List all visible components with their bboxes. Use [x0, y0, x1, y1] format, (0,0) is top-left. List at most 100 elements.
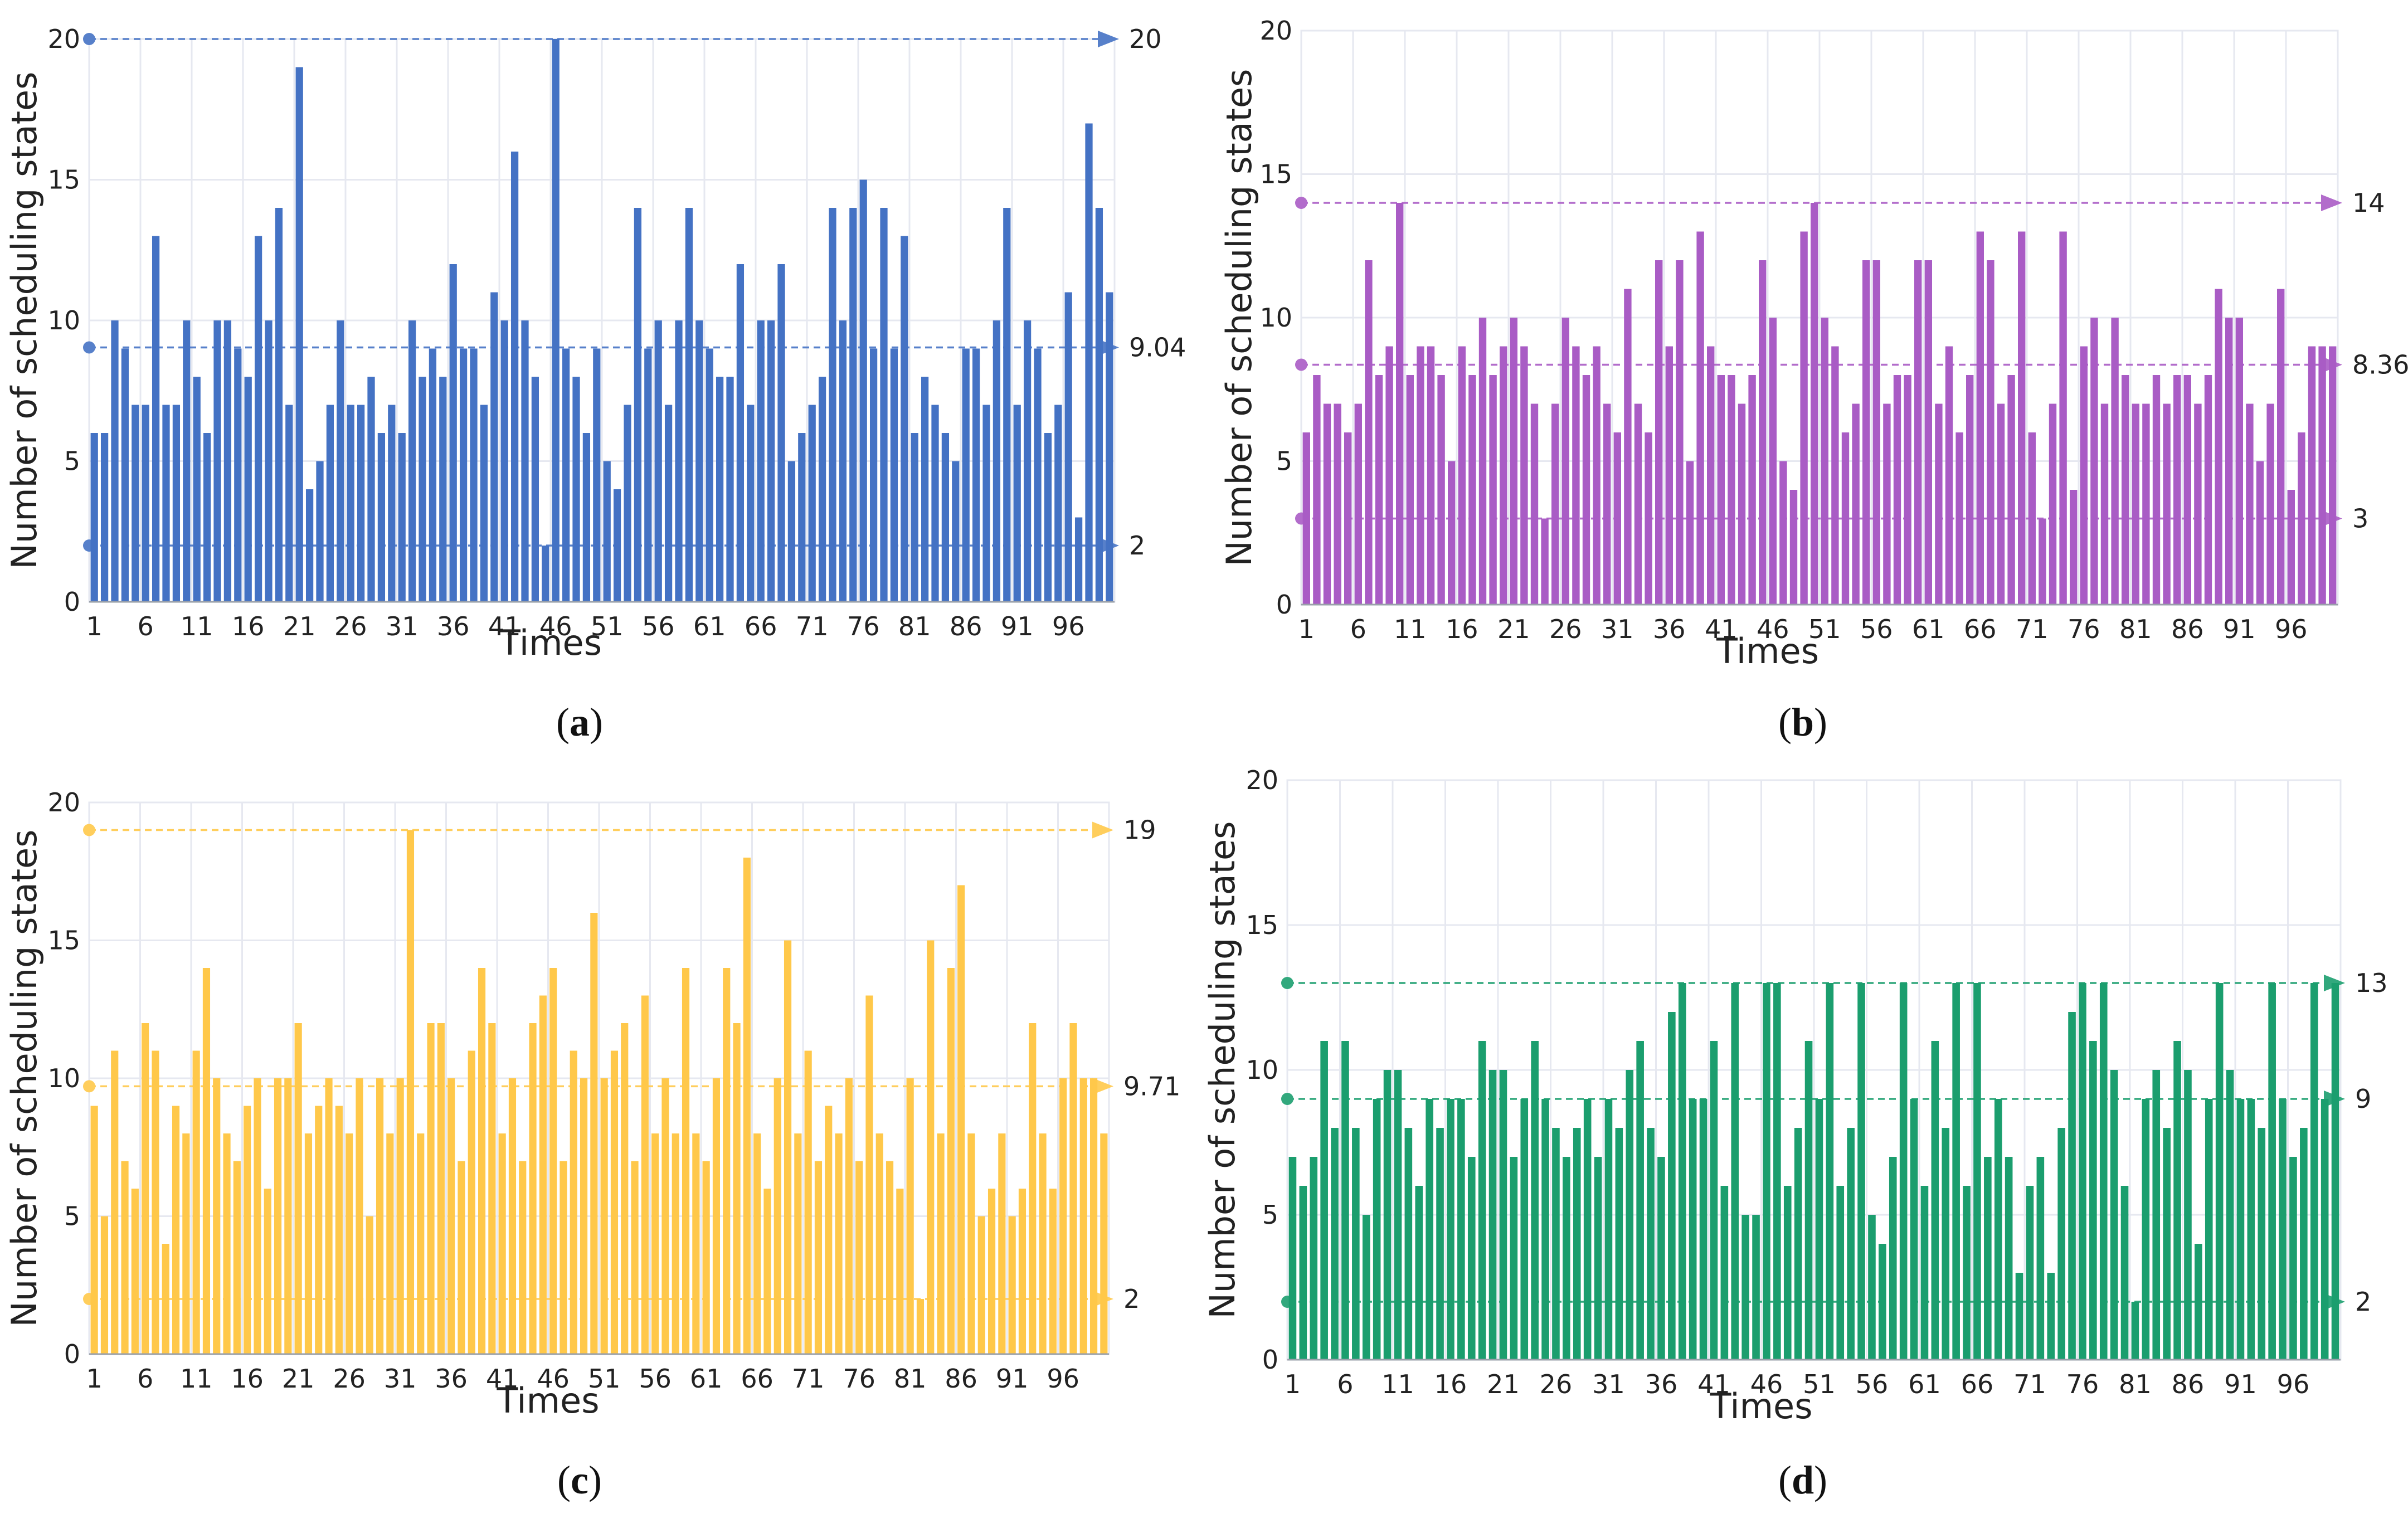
bar — [234, 348, 242, 602]
bar — [315, 1106, 323, 1354]
bar — [1831, 346, 1839, 605]
x-tick-label: 81 — [898, 611, 931, 641]
bar — [121, 1161, 129, 1354]
x-tick-label: 1 — [86, 1364, 103, 1394]
bar — [449, 264, 457, 602]
bar — [1868, 1215, 1876, 1360]
bar — [784, 940, 792, 1354]
bar — [1994, 1099, 2002, 1360]
bar — [1468, 375, 1476, 605]
bar — [1362, 1215, 1370, 1360]
bar — [2163, 403, 2171, 605]
x-tick-label: 86 — [2171, 614, 2204, 644]
x-tick-label: 21 — [1497, 614, 1530, 644]
bar — [1520, 346, 1528, 605]
bar — [1720, 1186, 1729, 1360]
bar — [921, 377, 929, 602]
bar — [294, 1023, 302, 1354]
bar — [1794, 1128, 1802, 1360]
bar — [356, 1078, 363, 1354]
x-tick-label: 6 — [1337, 1369, 1353, 1399]
x-tick-label: 16 — [232, 611, 265, 641]
bar — [2205, 1099, 2213, 1360]
bar — [2005, 1157, 2013, 1360]
x-tick-label: 91 — [2224, 1369, 2257, 1399]
bar — [1935, 403, 1943, 605]
bar — [1841, 432, 1850, 605]
x-tick-label: 26 — [1549, 614, 1582, 644]
bar — [478, 968, 486, 1354]
bar — [1862, 260, 1870, 605]
bar — [90, 1106, 98, 1354]
x-tick-label: 11 — [1381, 1369, 1414, 1399]
reference-line-start-dot — [83, 341, 95, 354]
bar — [1763, 983, 1770, 1360]
bar — [1426, 1099, 1433, 1360]
bar — [1645, 432, 1652, 605]
bar — [1686, 461, 1694, 605]
bar — [367, 377, 375, 602]
reference-line-start-dot — [1281, 977, 1293, 989]
bar — [600, 1078, 608, 1354]
bar — [931, 405, 939, 602]
x-tick-label: 91 — [996, 1364, 1029, 1394]
x-tick-label: 11 — [1394, 614, 1427, 644]
bar — [1323, 403, 1331, 605]
bar — [2110, 1070, 2118, 1360]
bar — [1054, 405, 1062, 602]
bar — [2036, 1157, 2045, 1360]
x-tick-label: 71 — [792, 1364, 825, 1394]
bar — [1689, 1099, 1697, 1360]
bar — [706, 348, 713, 602]
bar — [1952, 983, 1960, 1360]
y-tick-label: 20 — [1259, 16, 1292, 46]
reference-line-arrow-icon — [2321, 194, 2342, 211]
y-tick-label: 10 — [1246, 1055, 1278, 1085]
bar — [244, 377, 252, 602]
bar — [1458, 346, 1466, 605]
x-axis-title: Times — [496, 1380, 599, 1421]
bar — [777, 264, 785, 602]
bar — [664, 405, 673, 602]
bar — [1079, 1078, 1087, 1354]
bar — [2215, 983, 2224, 1360]
bar — [2007, 375, 2015, 605]
bar — [1404, 1128, 1413, 1360]
bar — [542, 546, 549, 602]
bar — [1665, 346, 1673, 605]
bar — [254, 236, 262, 602]
x-tick-label: 96 — [1052, 611, 1085, 641]
bar — [1857, 983, 1865, 1360]
x-tick-label: 41 — [488, 611, 521, 641]
bar — [804, 1050, 812, 1354]
reference-line-label: 2 — [1129, 531, 1145, 561]
bar — [1924, 260, 1932, 605]
bar — [1657, 1157, 1665, 1360]
bar — [2015, 1273, 2023, 1360]
y-tick-label: 5 — [64, 1201, 80, 1232]
x-tick-label: 31 — [1592, 1369, 1625, 1399]
bar — [2310, 983, 2318, 1360]
bar — [911, 433, 918, 602]
bar — [470, 348, 478, 602]
bar — [458, 1161, 465, 1354]
bar — [1836, 1186, 1845, 1360]
bar — [1406, 375, 1414, 605]
bar — [1344, 432, 1352, 605]
reference-line-label: 9.04 — [1129, 332, 1186, 362]
bar — [1973, 983, 1981, 1360]
y-tick-label: 15 — [47, 165, 80, 195]
bar — [1942, 1128, 1950, 1360]
bar — [1931, 1041, 1939, 1360]
bar — [202, 968, 211, 1354]
y-tick-label: 20 — [1246, 765, 1278, 795]
x-axis-title: Times — [1709, 1386, 1812, 1427]
bar — [972, 348, 980, 602]
bar — [254, 1078, 261, 1354]
x-tick-label: 61 — [1912, 614, 1945, 644]
bar — [162, 405, 170, 602]
x-tick-label: 66 — [745, 611, 777, 641]
bar — [1541, 1099, 1549, 1360]
